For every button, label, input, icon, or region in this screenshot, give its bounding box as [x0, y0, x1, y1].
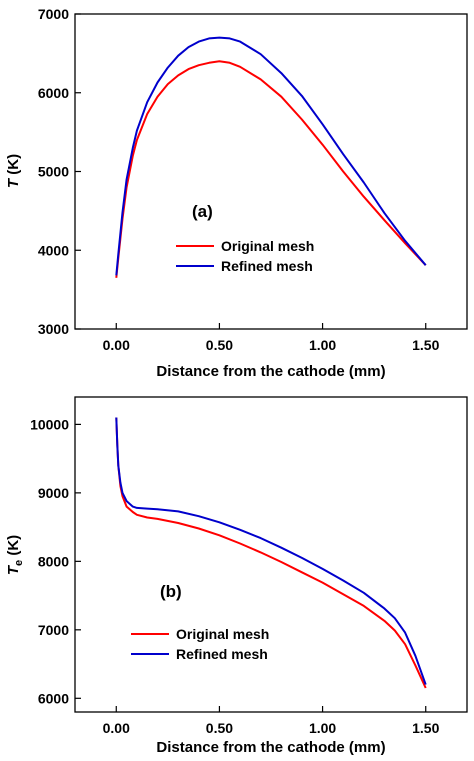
x-ticks: 0.00 0.50 1.00 1.50 — [103, 323, 440, 353]
legend: Original mesh Refined mesh — [176, 238, 314, 274]
legend-label-original: Original mesh — [176, 626, 269, 642]
y-axis-title: Te (K) — [5, 535, 25, 575]
legend-label-refined: Refined mesh — [221, 258, 313, 274]
y-ticks: 3000 4000 5000 6000 7000 — [38, 6, 81, 337]
x-tick-label: 1.00 — [309, 337, 336, 353]
y-tick-label: 7000 — [38, 6, 69, 22]
y-axis-title-unit: (K) — [5, 154, 22, 179]
y-tick-label: 6000 — [38, 85, 69, 101]
legend-label-refined: Refined mesh — [176, 646, 268, 662]
plot-frame — [74, 396, 468, 713]
y-tick-label: 4000 — [38, 242, 69, 258]
panel-label: (b) — [160, 582, 182, 601]
y-tick-label: 5000 — [38, 164, 69, 180]
series-line-original-mesh — [115, 417, 427, 689]
y-axis-title-subscript: e — [13, 560, 25, 566]
series-line-refined-mesh — [115, 36, 427, 276]
y-tick-label: 3000 — [38, 321, 69, 337]
x-tick-label: 0.00 — [103, 720, 130, 736]
y-tick-label: 6000 — [38, 690, 69, 706]
x-tick-label: 1.50 — [412, 720, 439, 736]
y-tick-label: 10000 — [30, 416, 69, 432]
y-axis-title: T (K) — [5, 154, 22, 188]
y-axis-title-symbol: T — [5, 564, 22, 575]
y-ticks: 6000 7000 8000 9000 10000 — [30, 416, 81, 706]
legend: Original mesh Refined mesh — [131, 626, 269, 662]
x-tick-label: 0.00 — [103, 337, 130, 353]
y-tick-label: 8000 — [38, 553, 69, 569]
series-lines — [115, 417, 427, 689]
y-axis-title-symbol: T — [5, 177, 22, 188]
x-axis-title: Distance from the cathode (mm) — [156, 739, 385, 756]
y-tick-label: 7000 — [38, 622, 69, 638]
x-tick-label: 0.50 — [206, 720, 233, 736]
x-ticks: 0.00 0.50 1.00 1.50 — [103, 706, 440, 736]
series-line-original-mesh — [115, 60, 427, 278]
x-tick-label: 0.50 — [206, 337, 233, 353]
y-tick-label: 9000 — [38, 485, 69, 501]
series-lines — [115, 36, 427, 278]
panel-a: 0.00 0.50 1.00 1.50 3000 4000 5000 6000 7000 Di… — [5, 6, 468, 380]
x-axis-title: Distance from the cathode (mm) — [156, 363, 385, 380]
panel-b: 0.00 0.50 1.00 1.50 6000 7000 8000 9000 10000 D… — [5, 396, 468, 756]
panel-label: (a) — [192, 202, 213, 221]
series-line-refined-mesh — [115, 417, 427, 685]
x-tick-label: 1.00 — [309, 720, 336, 736]
y-axis-title-unit: (K) — [5, 535, 22, 560]
legend-label-original: Original mesh — [221, 238, 314, 254]
x-tick-label: 1.50 — [412, 337, 439, 353]
plot-frame — [74, 13, 468, 330]
